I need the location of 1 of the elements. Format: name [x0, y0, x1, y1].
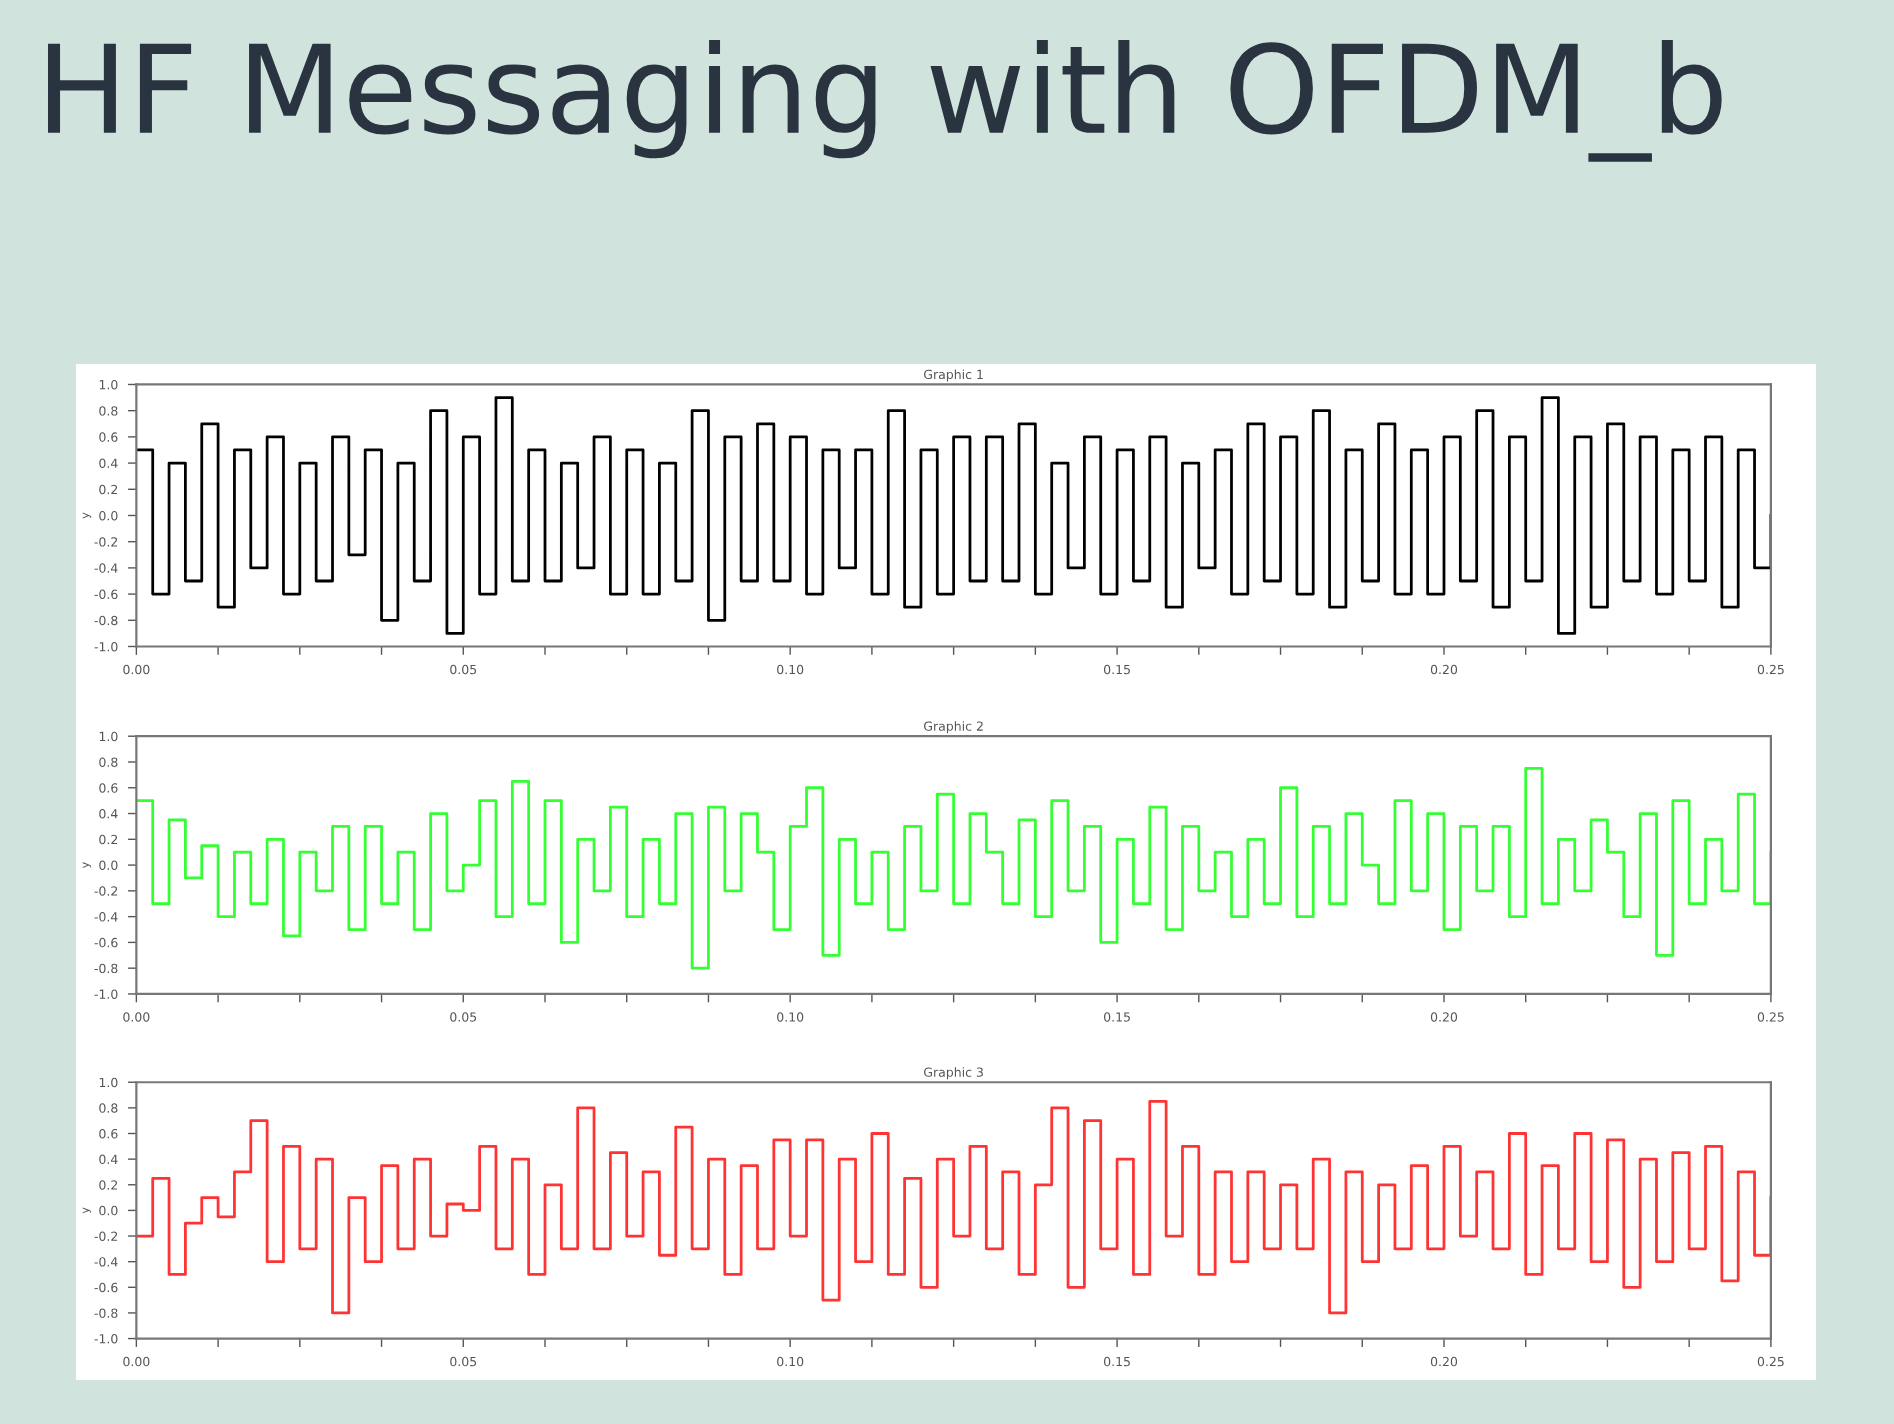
- text: HF Messaging with OFDM_b: [47, 40, 1722, 162]
